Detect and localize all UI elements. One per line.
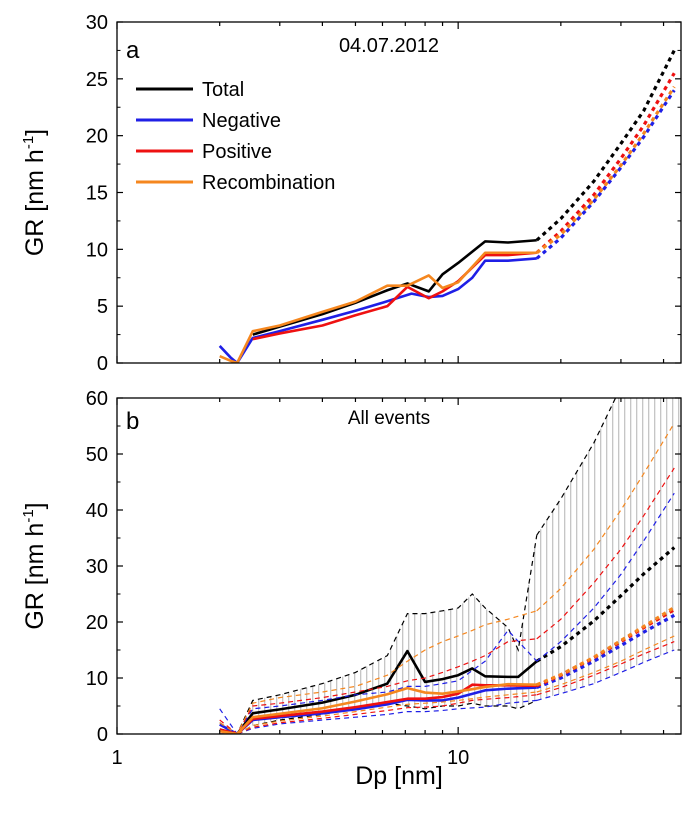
series-line <box>219 683 537 734</box>
series-recombination <box>219 85 676 363</box>
y-axis-label: GR [nm h-1] <box>20 502 49 629</box>
series-lower-extrapolation <box>536 635 675 693</box>
series-upper-bound <box>219 629 538 734</box>
y-axis-label-superscript: -1 <box>20 136 37 149</box>
y-tick-label: 10 <box>86 239 108 261</box>
y-axis-label-close: ] <box>21 129 49 136</box>
panel-title: All events <box>348 408 430 429</box>
series-extrapolation <box>536 606 676 687</box>
series-upper-bound <box>219 610 537 734</box>
series-extrapolation <box>535 49 676 242</box>
panel-title: 04.07.2012 <box>339 35 439 57</box>
y-tick-label: 60 <box>86 388 108 410</box>
series-total <box>219 398 676 734</box>
plot-area <box>219 398 680 734</box>
series-upper-extrapolation <box>536 492 675 662</box>
series-upper-bound <box>219 638 537 734</box>
y-axis-label-close: ] <box>21 502 49 509</box>
y-tick-label: 20 <box>86 612 108 634</box>
plot-area <box>218 49 676 363</box>
series-extrapolation <box>535 546 676 663</box>
series-line <box>252 238 537 336</box>
legend-label: Total <box>202 79 244 101</box>
y-tick-label: 15 <box>86 183 108 205</box>
series-upper-extrapolation <box>536 398 617 536</box>
series-lower-bound <box>219 694 537 734</box>
legend-label: Positive <box>202 141 272 163</box>
series-lower-extrapolation <box>536 649 675 701</box>
y-tick-label: 0 <box>97 724 108 746</box>
series-lower-bound <box>219 691 537 734</box>
legend-label: Negative <box>202 110 281 132</box>
panel-letter: b <box>126 408 139 435</box>
y-tick-label: 25 <box>86 69 108 91</box>
panel-b: 0 10 20 30 40 50 60 1 10 GR [nm h-1] b All events Dp… <box>20 388 682 790</box>
y-axis-label: GR [nm h-1] <box>20 129 49 256</box>
y-tick-label: 20 <box>86 126 108 148</box>
series-positive <box>252 72 676 341</box>
series-lower-bound <box>219 699 537 734</box>
series-extrapolation <box>535 85 676 255</box>
x-tick-label: 10 <box>447 747 469 769</box>
series-extrapolation <box>536 613 676 690</box>
series-recombination <box>219 422 676 734</box>
y-tick-label: 0 <box>97 353 108 375</box>
series-total <box>252 49 676 336</box>
y-tick-label: 40 <box>86 500 108 522</box>
y-tick-label: 30 <box>86 556 108 578</box>
series-line <box>218 257 537 363</box>
panel-a: 0 5 10 15 20 25 30 GR [nm h-1] a 04.07.2012 Total N… <box>20 12 682 375</box>
y-axis-label-base: GR [nm h <box>21 149 49 256</box>
y-axis-label-superscript: -1 <box>20 509 37 522</box>
series-lower-extrapolation <box>536 641 675 696</box>
series-extrapolation <box>535 89 676 260</box>
series-line <box>252 251 537 341</box>
series-negative <box>219 492 676 734</box>
series-line <box>219 682 537 734</box>
legend: Total Negative Positive Recombination <box>136 79 335 194</box>
y-tick-label: 5 <box>97 296 108 318</box>
series-positive <box>219 467 676 734</box>
x-axis-label: Dp [nm] <box>355 762 443 790</box>
y-tick-label: 50 <box>86 444 108 466</box>
series-line <box>219 649 538 734</box>
y-axis-label-base: GR [nm h <box>21 523 49 630</box>
y-tick-label: 30 <box>86 12 108 34</box>
series-upper-extrapolation <box>536 467 675 640</box>
series-line <box>219 251 537 363</box>
series-extrapolation <box>535 72 676 254</box>
legend-label: Recombination <box>202 172 335 194</box>
series-upper-extrapolation <box>536 422 675 612</box>
y-tick-label: 10 <box>86 668 108 690</box>
series-upper-bound <box>219 535 538 734</box>
x-tick-label: 1 <box>111 747 122 769</box>
panel-letter: a <box>126 37 140 64</box>
